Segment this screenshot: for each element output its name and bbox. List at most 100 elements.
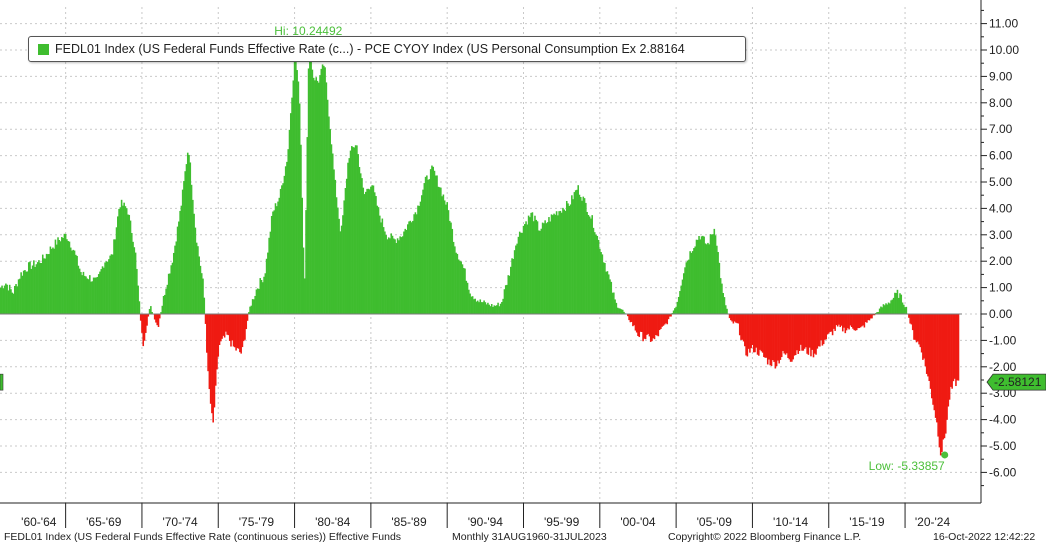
series-bar [292,80,295,314]
y-tick-label: 0.00 [989,307,1013,321]
series-bar [899,293,901,314]
series-bar [53,248,55,314]
series-bar [615,302,618,314]
series-bar [760,314,763,352]
y-tick-label: -1.00 [989,333,1017,347]
series-bar [262,282,264,314]
series-bar [109,255,111,314]
series-bar [255,289,258,314]
series-bar [942,314,945,440]
series-bar [105,261,108,314]
series-bar [108,259,110,314]
series-bar [643,314,646,339]
series-bar [359,173,362,314]
series-bar [530,212,532,314]
series-bar [513,250,516,314]
series-bar [349,150,352,314]
series-bar [591,215,593,314]
series-bar [494,305,497,314]
series-bar [409,220,412,314]
series-bar [746,314,749,357]
series-bar [269,231,272,314]
series-bar [919,314,922,348]
series-bar [15,284,17,314]
series-bar [81,275,83,314]
series-bar [696,239,699,314]
series-bar [705,244,708,314]
series-bar [78,268,81,314]
series-bar [756,314,759,355]
series-bar [337,207,339,314]
series-bar [613,292,615,314]
series-bar [380,222,382,314]
series-bar [583,198,586,314]
series-bar [30,268,33,314]
series-bar [628,314,630,321]
series-bar [119,207,122,314]
series-bar [956,314,959,381]
series-bar [413,214,415,314]
series-bar [731,314,733,322]
series-bar [404,228,407,314]
series-bar [289,113,292,315]
series-bar [234,314,236,348]
series-bar [950,314,952,387]
series-bar [5,283,7,314]
series-bar [49,246,52,314]
series-bar [370,186,372,314]
series-bar [137,285,139,314]
series-bar [270,215,273,314]
series-bar [478,302,480,314]
series-bar [19,278,21,314]
legend[interactable]: FEDL01 Index (US Federal Funds Effective… [28,36,746,62]
series-bar [399,236,401,314]
series-bar [71,250,73,314]
x-tick-label: '15-'19 [849,515,885,529]
series-bar [132,241,134,314]
series-bar [562,207,564,314]
series-bar [647,314,649,334]
x-tick-label: '00-'04 [620,515,656,529]
series-bar [103,267,105,314]
series-bar [587,214,590,314]
series-bar [752,314,755,353]
series-bar [623,311,625,314]
series-bar [20,272,22,314]
x-tick-label: '95-'99 [544,515,580,529]
series-bar [186,152,189,314]
series-bar [896,289,899,314]
series-bar [680,285,683,314]
series-bar [418,205,421,314]
series-bar [379,215,381,314]
series-bar [484,302,487,314]
series-bar [456,253,459,314]
series-bar [134,252,137,314]
series-bar [230,314,232,347]
series-bar [607,274,610,314]
series-bar [485,304,488,314]
series-bar [681,279,684,314]
series-bar [422,189,424,314]
series-bar [216,314,218,370]
series-bar [101,266,104,314]
series-bar [682,273,685,314]
series-bar [595,234,597,314]
series-bar [419,201,422,314]
series-bar [800,314,802,345]
series-bar [579,197,582,314]
series-bar [503,289,506,314]
series-bar [869,314,872,319]
series-bar [574,190,577,314]
series-bar [808,314,811,348]
series-bar [657,314,660,337]
series-bar [707,242,709,314]
series-bar [726,308,728,314]
series-bar [792,314,794,360]
series-bar [267,252,269,314]
series-bar [423,183,426,314]
series-bar [517,236,520,314]
series-bar [344,188,347,314]
y-tick-label: 11.00 [989,17,1018,31]
series-bar [873,314,876,316]
series-bar [586,211,588,314]
